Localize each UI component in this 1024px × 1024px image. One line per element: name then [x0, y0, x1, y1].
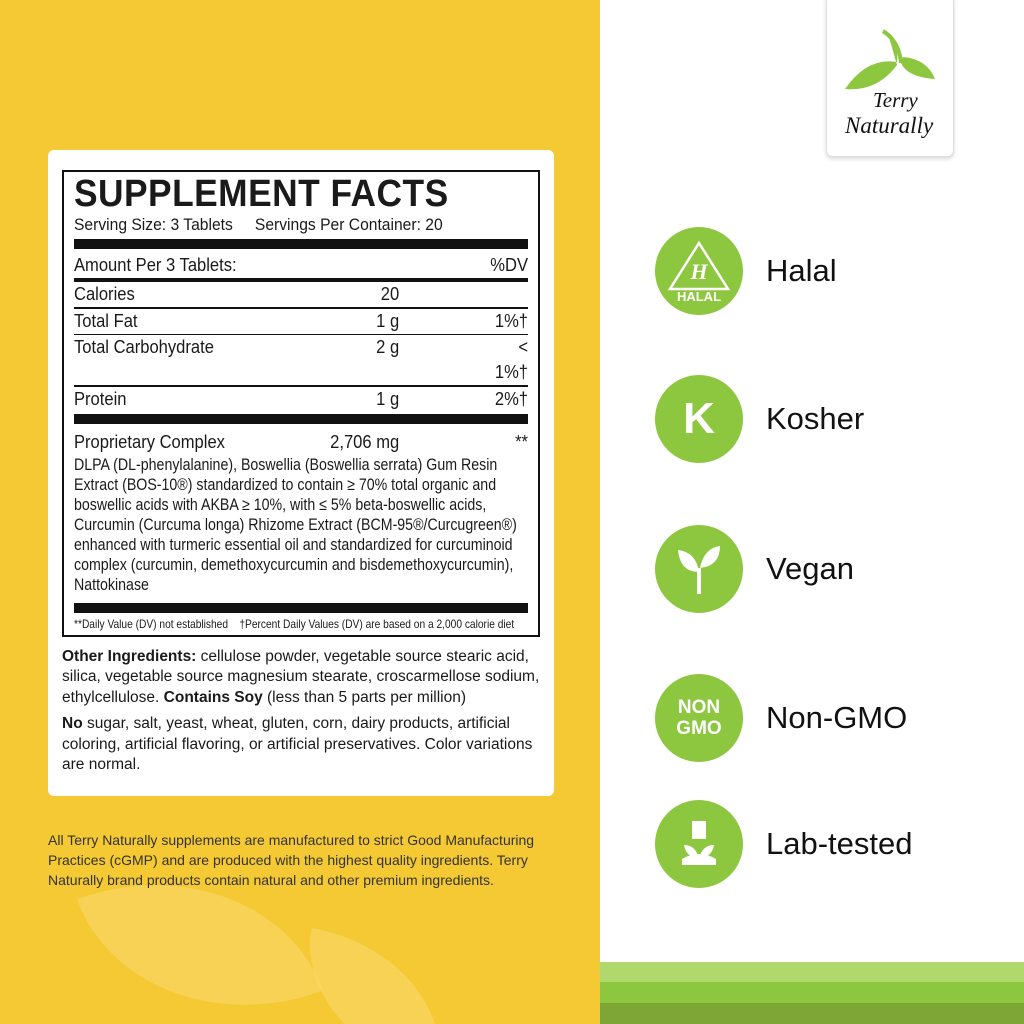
nutrient-name: Total Fat — [74, 310, 138, 331]
cert-lab-tested: Lab-tested — [655, 800, 913, 888]
other-label: Other Ingredients: — [62, 647, 197, 665]
table-row: Total Fat 1 g 1%† — [74, 309, 528, 334]
facts-title: SUPPLEMENT FACTS — [74, 173, 449, 215]
nutrient-name: Total Carbohydrate — [74, 337, 214, 357]
green-stripe-light — [600, 962, 1024, 982]
nutrient-dv — [482, 282, 528, 307]
footnote-dv: **Daily Value (DV) not established — [74, 616, 229, 631]
other-ingredients: Other Ingredients: cellulose powder, veg… — [62, 647, 542, 776]
table-row: Calories 20 — [74, 282, 528, 307]
logo-line2: Naturally — [844, 113, 934, 138]
cert-label: Non-GMO — [766, 700, 908, 735]
halal-icon: H HALAL — [655, 227, 743, 315]
cert-label: Kosher — [766, 401, 865, 436]
supplement-facts-table: SUPPLEMENT FACTS Serving Size: 3 Tablets… — [62, 170, 540, 637]
nutrient-amount: 1 g — [376, 388, 400, 409]
vegan-sprout-icon — [655, 525, 743, 613]
servings-per-container: Servings Per Container: 20 — [254, 215, 443, 234]
nutrient-name: Protein — [74, 388, 127, 409]
serving-size: Serving Size: 3 Tablets — [74, 215, 233, 234]
cert-kosher: K Kosher — [655, 375, 864, 463]
kosher-icon: K — [655, 375, 743, 463]
non-gmo-icon: NON GMO — [655, 674, 743, 762]
nutrient-amount: 2,706 mg — [330, 431, 400, 452]
table-row: Protein 1 g 2%† — [74, 387, 528, 412]
dv-header: %DV — [490, 255, 529, 275]
supplement-facts-card: SUPPLEMENT FACTS Serving Size: 3 Tablets… — [48, 150, 554, 796]
halal-badge: HALAL — [677, 289, 721, 303]
soy-label: Contains Soy — [163, 688, 263, 706]
table-row: Total Carbohydrate 2 g < 1%† — [74, 335, 528, 385]
footnote-percent: †Percent Daily Values (DV) are based on … — [239, 616, 515, 631]
brand-logo: Terry Naturally — [826, 0, 954, 157]
gmp-statement: All Terry Naturally supplements are manu… — [48, 831, 535, 888]
footnotes: **Daily Value (DV) not established †Perc… — [74, 615, 525, 633]
kosher-badge: K — [683, 394, 715, 443]
nutrient-dv: ** — [515, 431, 529, 452]
nutrient-amount: 20 — [380, 284, 400, 304]
cert-label: Vegan — [766, 551, 854, 586]
nutrient-amount: 1 g — [376, 310, 400, 331]
amount-header-row: Amount Per 3 Tablets: %DV — [74, 253, 528, 278]
cert-vegan: Vegan — [655, 525, 854, 613]
nutrient-amount: 2 g — [376, 337, 400, 357]
green-stripe-dark — [600, 1003, 1024, 1024]
svg-text:H: H — [689, 259, 708, 284]
nutrient-dv: 2%† — [494, 388, 529, 409]
amount-per: Amount Per 3 Tablets: — [74, 255, 237, 275]
leaf-decoration — [290, 927, 460, 1024]
nutrient-dv: < 1%† — [494, 337, 529, 382]
proprietary-row: Proprietary Complex 2,706 mg ** — [74, 430, 528, 455]
nutrient-name: Calories — [74, 284, 135, 304]
lab-flask-icon — [655, 800, 743, 888]
no-text: sugar, salt, yeast, wheat, gluten, corn,… — [62, 715, 533, 773]
logo-line1: Terry — [873, 88, 918, 112]
no-label: No — [62, 715, 83, 732]
leaf-logo-icon: Terry Naturally — [844, 29, 935, 138]
cert-label: Lab-tested — [766, 826, 913, 861]
cert-label: Halal — [766, 253, 837, 288]
non-gmo-badge: NON GMO — [676, 697, 722, 739]
proprietary-description: DLPA (DL-phenylalanine), Boswellia (Bosw… — [74, 455, 517, 594]
yellow-panel: SUPPLEMENT FACTS Serving Size: 3 Tablets… — [0, 0, 600, 1024]
green-stripe-mid — [600, 982, 1024, 1003]
cert-halal: H HALAL Halal — [655, 227, 837, 315]
nutrient-dv: 1%† — [494, 310, 529, 331]
cert-non-gmo: NON GMO Non-GMO — [655, 674, 907, 762]
nutrient-name: Proprietary Complex — [74, 431, 225, 452]
soy-text: (less than 5 parts per million) — [262, 688, 467, 706]
other-text: cellulose powder, vegetable source stear… — [62, 647, 540, 706]
